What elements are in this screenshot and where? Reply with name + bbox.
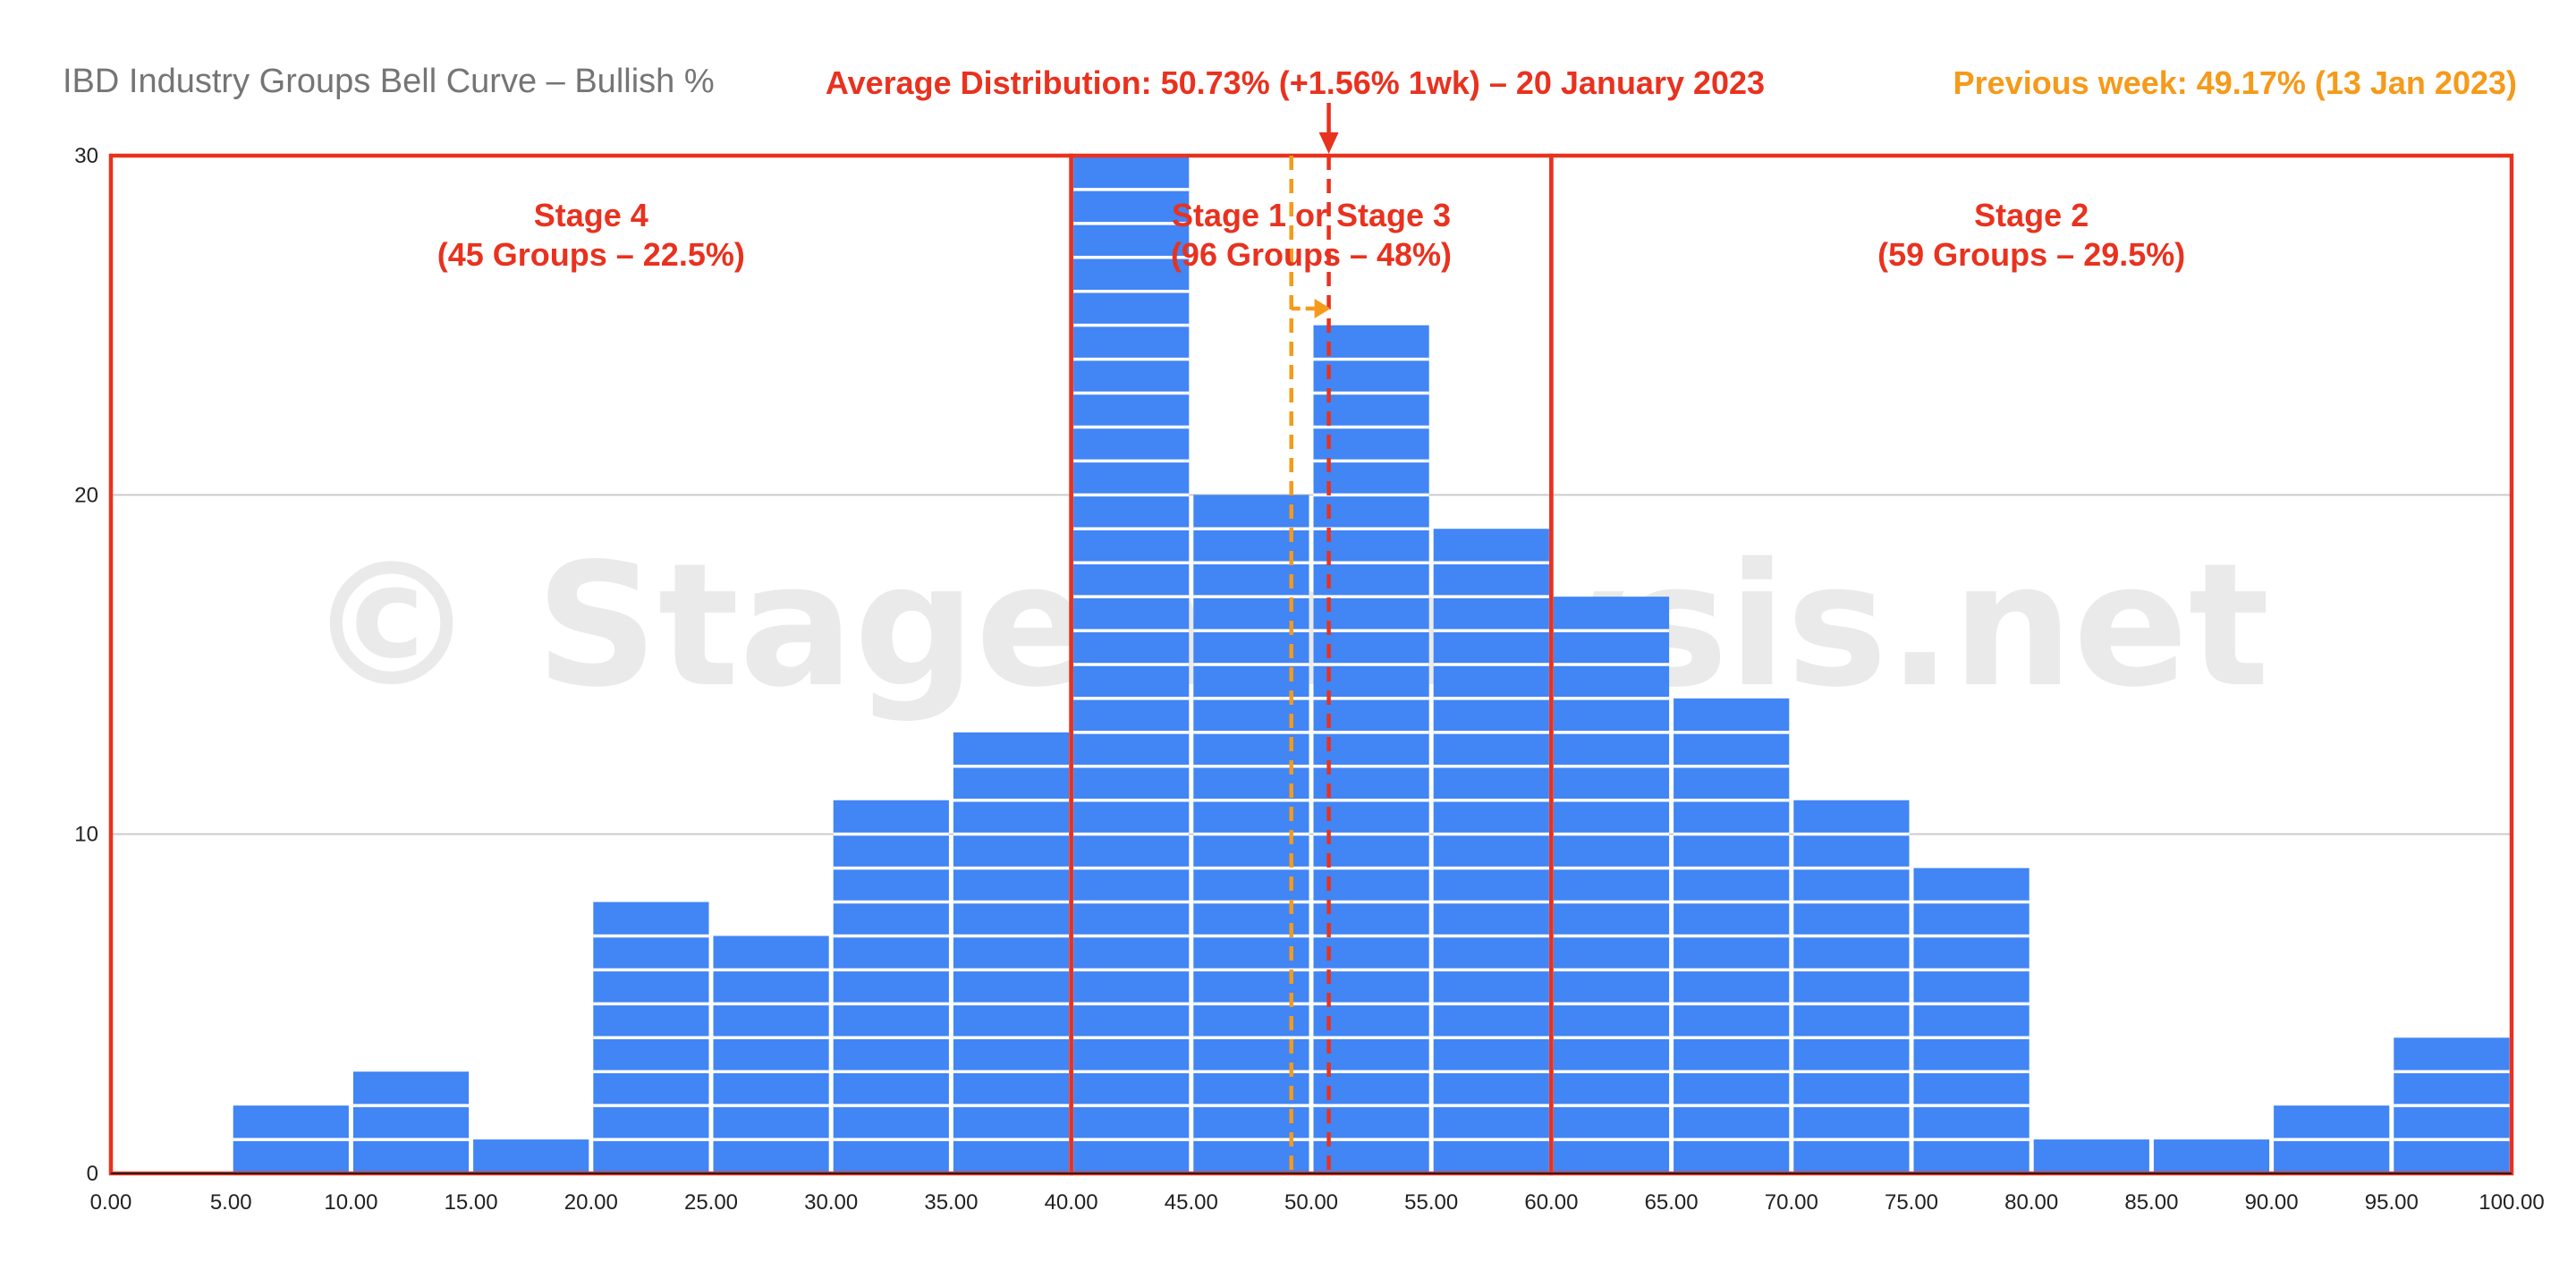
x-tick-label: 25.00 (684, 1190, 738, 1215)
histogram-bar (1553, 597, 1670, 1173)
stage-detail: (96 Groups – 48%) (1171, 236, 1452, 273)
x-tick-label: 85.00 (2124, 1190, 2178, 1215)
histogram-bar (1913, 868, 2029, 1173)
y-tick-label: 0 (87, 1162, 98, 1186)
x-tick-label: 80.00 (2004, 1190, 2058, 1215)
x-tick-label: 60.00 (1524, 1190, 1578, 1215)
previous-week-label: Previous week: 49.17% (13 Jan 2023) (1953, 64, 2517, 101)
y-tick-label: 20 (74, 483, 98, 507)
current-average-pointer-head (1318, 132, 1339, 154)
x-tick-labels: 0.00 5.00 10.00 15.00 20.00 25.00 30.00 35.00 40… (90, 1190, 2545, 1215)
histogram-bar (953, 732, 1070, 1173)
histogram-bar (593, 902, 709, 1173)
stage-detail: (59 Groups – 29.5%) (1877, 236, 2185, 273)
bar-body (1913, 868, 2029, 1173)
x-tick-label: 20.00 (564, 1190, 618, 1215)
x-tick-label: 15.00 (445, 1190, 498, 1215)
stage-name: Stage 1 or Stage 3 (1172, 197, 1451, 233)
bar-body (2153, 1139, 2270, 1173)
x-tick-label: 65.00 (1645, 1190, 1699, 1215)
y-tick-labels: 0 10 20 30 (74, 144, 98, 1186)
histogram-bar (2394, 1037, 2510, 1173)
chart-title: IBD Industry Groups Bell Curve – Bullish… (63, 63, 715, 100)
histogram-bar (713, 936, 829, 1173)
x-tick-label: 45.00 (1165, 1190, 1218, 1215)
stage-labels: Stage 4(45 Groups – 22.5%) Stage 1 or Sta… (437, 197, 2186, 273)
x-tick-label: 50.00 (1284, 1190, 1338, 1215)
histogram-bar (1793, 800, 1910, 1173)
x-tick-label: 100.00 (2479, 1190, 2544, 1215)
bars (233, 156, 2510, 1174)
x-tick-label: 35.00 (924, 1190, 978, 1215)
x-tick-label: 55.00 (1404, 1190, 1458, 1215)
x-tick-label: 40.00 (1045, 1190, 1098, 1215)
histogram-bar (833, 800, 949, 1173)
histogram-bar (1073, 156, 1190, 1173)
bar-body (1553, 597, 1670, 1173)
histogram-bar (233, 1105, 349, 1173)
average-lines (1289, 103, 1339, 1173)
bar-body (953, 732, 1070, 1173)
y-tick-label: 30 (74, 144, 98, 168)
bar-body (1433, 529, 1549, 1173)
x-tick-label: 75.00 (1885, 1190, 1938, 1215)
x-tick-label: 10.00 (324, 1190, 377, 1215)
histogram-bar (1674, 698, 1790, 1173)
x-tick-label: 90.00 (2245, 1190, 2299, 1215)
x-tick-label: 30.00 (804, 1190, 858, 1215)
stage-detail: (45 Groups – 22.5%) (437, 236, 745, 273)
stage-name: Stage 2 (1974, 197, 2089, 233)
bar-body (713, 936, 829, 1173)
stage-name: Stage 4 (534, 197, 648, 233)
bar-body (2033, 1139, 2149, 1173)
histogram-bar (473, 1139, 589, 1173)
x-tick-label: 95.00 (2365, 1190, 2419, 1215)
histogram-bar (2274, 1105, 2390, 1173)
histogram-bar (2033, 1139, 2149, 1173)
bar-body (473, 1139, 589, 1173)
bar-body (352, 1071, 470, 1173)
histogram-bar (352, 1071, 470, 1173)
x-tick-label: 5.00 (210, 1190, 252, 1215)
bar-body (1313, 325, 1429, 1174)
histogram-bar (2153, 1139, 2270, 1173)
x-tick-label: 70.00 (1765, 1190, 1818, 1215)
bar-body (1793, 800, 1910, 1173)
y-tick-label: 10 (74, 823, 98, 847)
weekly-change-arrow-head (1314, 299, 1331, 318)
histogram-bar (1433, 529, 1549, 1173)
x-tick-label: 0.00 (90, 1190, 132, 1215)
average-distribution-headline: Average Distribution: 50.73% (+1.56% 1wk… (826, 64, 1765, 101)
histogram-bar (1313, 325, 1429, 1174)
bar-body (833, 800, 949, 1173)
